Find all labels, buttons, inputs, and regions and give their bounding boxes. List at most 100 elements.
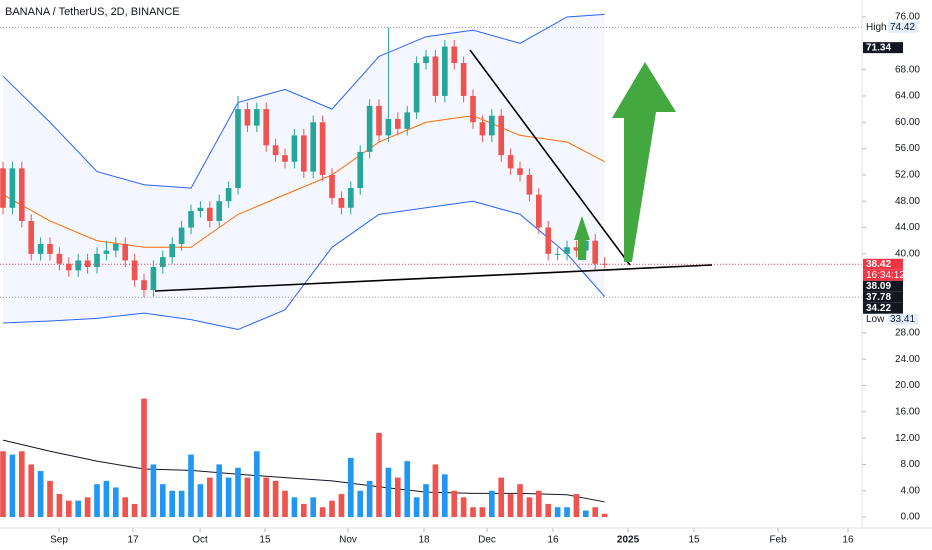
candle-body: [300, 135, 307, 172]
x-tick-label: Nov: [339, 535, 357, 546]
candle-body: [441, 46, 448, 96]
candle-body: [197, 207, 204, 212]
candle-body: [329, 174, 335, 198]
volume-bar: [573, 494, 580, 518]
volume-bar: [216, 464, 223, 518]
volume-bar: [47, 480, 53, 518]
volume-bar: [28, 464, 35, 518]
x-tick-label: 18: [418, 535, 430, 546]
candle-body: [112, 243, 119, 251]
volume-bar: [300, 503, 307, 518]
marker-value: 34.22: [866, 303, 891, 314]
volume-bar: [94, 484, 100, 518]
indicator-line: [2, 439, 605, 503]
volume-bar: [451, 490, 458, 518]
volume-bar: [310, 497, 317, 518]
candle-body: [206, 207, 213, 221]
volume-bar: [357, 490, 364, 518]
y-tick-label: 40.00: [895, 249, 920, 260]
candle-body: [592, 240, 599, 264]
candle-body: [376, 105, 382, 136]
candle-body: [37, 243, 44, 254]
candle-body: [94, 253, 100, 268]
candle-body: [601, 263, 608, 265]
volume-bar: [583, 510, 589, 518]
marker-value: 74.42: [890, 22, 915, 33]
x-tick-label: 16: [547, 535, 559, 546]
volume-bar: [601, 513, 608, 518]
volume-bar: [282, 490, 288, 518]
candle-body: [65, 263, 72, 271]
candle-body: [225, 188, 232, 202]
volume-bar: [235, 467, 241, 518]
volume-bar: [131, 503, 138, 518]
volume-bar: [479, 507, 486, 518]
volume-bar: [141, 398, 147, 518]
x-tick-label: 17: [127, 535, 139, 546]
volume-bar: [376, 432, 382, 518]
volume-bar: [394, 477, 401, 518]
x-tick-label: Oct: [192, 535, 208, 546]
volume-bar: [9, 454, 16, 518]
volume-bar: [423, 484, 429, 518]
candle-body: [470, 95, 476, 123]
volume-bar: [188, 454, 194, 518]
y-tick-label: 16.00: [895, 406, 920, 417]
indicator-line: [2, 115, 605, 248]
candle-body: [310, 122, 317, 172]
up-arrow: [612, 62, 676, 262]
indicator-line: [2, 200, 605, 331]
marker-value: 37.78: [866, 292, 891, 303]
y-tick-label: 52.00: [895, 170, 920, 181]
candle-body: [526, 174, 533, 195]
volume-bar: [526, 497, 533, 518]
candle-body: [272, 145, 279, 156]
marker-box: [863, 302, 903, 314]
volume-bar: [0, 451, 6, 518]
candle-body: [488, 115, 495, 136]
volume-bar: [178, 490, 185, 518]
y-tick-label: 64.00: [895, 91, 920, 102]
volume-bar: [150, 464, 157, 518]
x-tick-label: 15: [688, 535, 700, 546]
candle-body: [517, 168, 523, 175]
candle-body: [554, 253, 561, 255]
x-tick-label: Dec: [478, 535, 496, 546]
candle-body: [404, 112, 411, 129]
candle-body: [423, 56, 429, 64]
candle-body: [216, 201, 223, 221]
x-tick-label: Sep: [50, 535, 68, 546]
candle-body: [178, 227, 185, 244]
y-tick-label: 56.00: [895, 143, 920, 154]
y-tick-label: 4.00: [901, 485, 921, 496]
marker-value: 71.34: [866, 42, 891, 53]
candle-body: [28, 220, 35, 254]
candle-body: [188, 211, 194, 228]
y-tick-label: 60.00: [895, 117, 920, 128]
x-tick-label: 16: [842, 535, 854, 546]
y-tick-label: 44.00: [895, 222, 920, 233]
x-tick-label: Feb: [769, 535, 787, 546]
volume-bar: [488, 490, 495, 518]
plot: [0, 26, 862, 518]
y-tick-label: 48.00: [895, 196, 920, 207]
marker-value: 38.09: [866, 281, 891, 292]
y-tick-label: 76.00: [895, 12, 920, 23]
candle-body: [347, 188, 354, 208]
volume-bar: [225, 477, 232, 518]
marker-box: [863, 280, 903, 292]
volume-bar: [507, 494, 514, 518]
y-tick-label: 8.00: [901, 459, 921, 470]
candle-body: [131, 260, 138, 281]
candle-body: [498, 115, 505, 156]
candle-body: [159, 257, 166, 268]
candle-body: [103, 250, 110, 254]
volume-bar: [206, 477, 213, 518]
candle-body: [536, 194, 542, 228]
candle-body: [357, 151, 364, 189]
volume-bar: [554, 507, 561, 518]
volume-bar: [536, 490, 542, 518]
volume-bar: [75, 500, 82, 518]
candle-body: [366, 105, 373, 152]
